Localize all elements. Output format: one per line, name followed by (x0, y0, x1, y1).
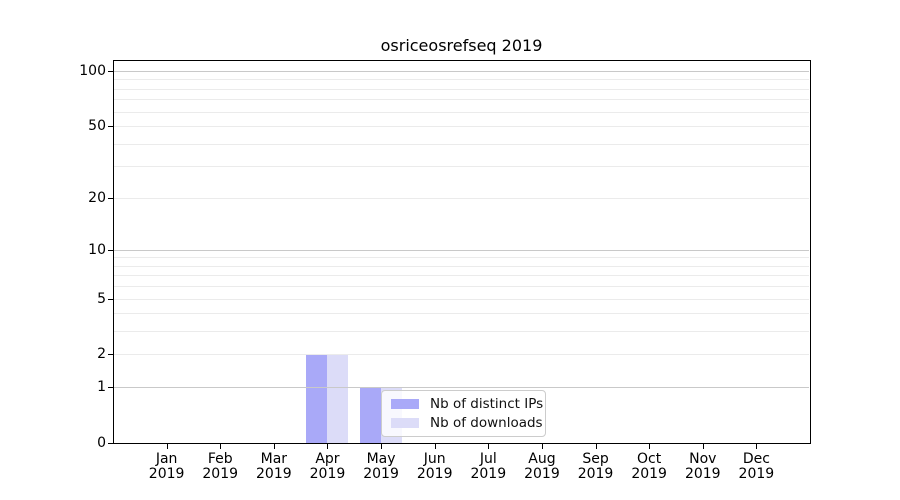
x-tick-mark (220, 444, 221, 449)
x-tick-label: Nov 2019 (684, 451, 721, 482)
x-tick-mark (649, 444, 650, 449)
chart-title: osriceosrefseq 2019 (380, 36, 543, 55)
x-tick-mark (703, 444, 704, 449)
x-tick-mark (167, 444, 168, 449)
legend-swatch-downloads-icon (391, 418, 419, 428)
x-tick-mark (327, 444, 328, 449)
x-tick-label: Sep 2019 (577, 451, 614, 482)
x-tick-label: Dec 2019 (738, 451, 775, 482)
y-tick-label: 0 (97, 435, 106, 451)
y-tick-label: 5 (97, 290, 106, 307)
x-tick-label: Jun 2019 (416, 451, 453, 482)
x-tick-label: Mar 2019 (256, 451, 292, 482)
x-tick-mark (274, 444, 275, 449)
x-tick-mark (596, 444, 597, 449)
x-tick-label: Feb 2019 (202, 451, 239, 482)
y-tick-label: 20 (88, 189, 106, 206)
legend-item-downloads: Nb of downloads (389, 415, 543, 431)
x-tick-label: Jan 2019 (148, 451, 185, 482)
x-tick-label: May 2019 (363, 451, 399, 482)
legend-label-distinct-ips: Nb of distinct IPs (430, 396, 544, 412)
y-tick-label: 10 (88, 241, 106, 258)
plot-area (113, 60, 811, 444)
legend-swatch-distinct-ips-icon (391, 399, 419, 409)
x-tick-mark (381, 444, 382, 449)
x-tick-label: Oct 2019 (631, 451, 667, 482)
x-tick-mark (756, 444, 757, 449)
x-tick-mark (435, 444, 436, 449)
y-tick-label: 2 (97, 346, 106, 363)
legend-label-downloads: Nb of downloads (430, 415, 543, 431)
x-tick-mark (488, 444, 489, 449)
x-tick-label: Apr 2019 (309, 451, 346, 482)
y-tick-label: 1 (97, 379, 106, 396)
legend: Nb of distinct IPs Nb of downloads (381, 390, 546, 437)
x-tick-label: Aug 2019 (524, 451, 560, 482)
legend-item-distinct-ips: Nb of distinct IPs (389, 396, 543, 412)
x-tick-mark (542, 444, 543, 449)
y-tick-label: 100 (79, 62, 106, 79)
y-tick-label: 50 (88, 118, 106, 135)
x-tick-label: Jul 2019 (470, 451, 507, 482)
